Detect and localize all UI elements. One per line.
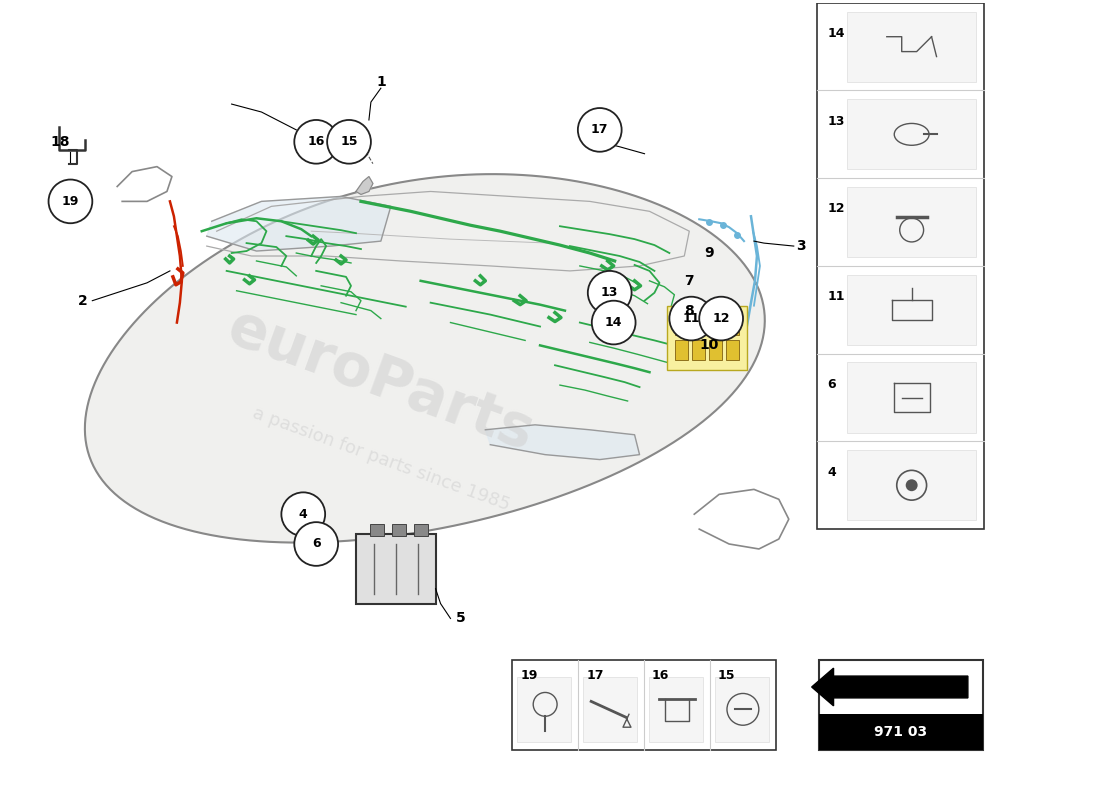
Text: 15: 15	[718, 669, 736, 682]
Text: 4: 4	[827, 466, 836, 478]
Bar	[692, 341, 705, 360]
Bar	[818, 714, 982, 750]
Text: 1: 1	[376, 75, 386, 90]
Circle shape	[282, 492, 326, 536]
Bar	[675, 341, 689, 360]
Bar	[710, 341, 722, 360]
Text: 10: 10	[700, 338, 719, 352]
Circle shape	[295, 522, 338, 566]
Text: 13: 13	[601, 286, 618, 299]
Bar	[818, 660, 982, 750]
Bar	[414, 524, 428, 536]
Text: 17: 17	[586, 669, 604, 682]
Bar	[715, 677, 769, 742]
Bar	[847, 99, 977, 170]
Circle shape	[48, 179, 92, 223]
Bar	[726, 341, 739, 360]
Bar	[668, 306, 747, 370]
Bar	[847, 187, 977, 257]
Text: 12: 12	[827, 202, 845, 215]
Bar	[847, 362, 977, 433]
Text: 971 03: 971 03	[874, 725, 927, 738]
Text: 19: 19	[520, 669, 538, 682]
Text: 14: 14	[827, 27, 845, 40]
Circle shape	[295, 120, 338, 164]
Text: 6: 6	[827, 378, 836, 391]
Bar	[726, 315, 739, 335]
Circle shape	[592, 301, 636, 344]
Text: 16: 16	[308, 135, 324, 148]
Bar	[847, 274, 977, 345]
Polygon shape	[356, 177, 373, 194]
Text: 11: 11	[682, 312, 700, 325]
Text: 15: 15	[340, 135, 358, 148]
Circle shape	[905, 479, 917, 491]
Text: 6: 6	[312, 538, 320, 550]
Text: 14: 14	[605, 316, 623, 329]
Bar	[356, 534, 436, 603]
Bar	[392, 524, 406, 536]
Circle shape	[670, 297, 713, 341]
Text: 2: 2	[77, 294, 87, 308]
Text: 16: 16	[652, 669, 670, 682]
Text: 8: 8	[684, 304, 694, 318]
Polygon shape	[485, 425, 639, 459]
Bar	[649, 677, 703, 742]
Text: a passion for parts since 1985: a passion for parts since 1985	[250, 405, 512, 514]
Text: 5: 5	[455, 611, 465, 626]
Text: 13: 13	[827, 114, 845, 128]
Circle shape	[327, 120, 371, 164]
Text: 7: 7	[684, 274, 694, 288]
Bar	[692, 315, 705, 335]
Circle shape	[578, 108, 621, 152]
Text: 12: 12	[713, 312, 730, 325]
Bar	[847, 450, 977, 520]
Bar	[370, 524, 384, 536]
Text: euroParts: euroParts	[220, 298, 542, 462]
Text: 17: 17	[591, 123, 608, 136]
Text: 18: 18	[51, 135, 70, 149]
Circle shape	[700, 297, 743, 341]
Polygon shape	[85, 174, 764, 542]
Bar	[513, 660, 776, 750]
Text: 3: 3	[796, 239, 805, 253]
Text: 9: 9	[704, 246, 714, 260]
Circle shape	[587, 271, 631, 314]
Polygon shape	[207, 197, 390, 251]
FancyArrow shape	[812, 668, 968, 706]
Bar	[675, 315, 689, 335]
Bar	[817, 2, 984, 529]
Bar	[517, 677, 571, 742]
Text: 4: 4	[299, 508, 308, 521]
Bar	[583, 677, 637, 742]
Bar	[847, 11, 977, 82]
Text: 19: 19	[62, 195, 79, 208]
Text: 11: 11	[827, 290, 845, 303]
Bar	[710, 315, 722, 335]
